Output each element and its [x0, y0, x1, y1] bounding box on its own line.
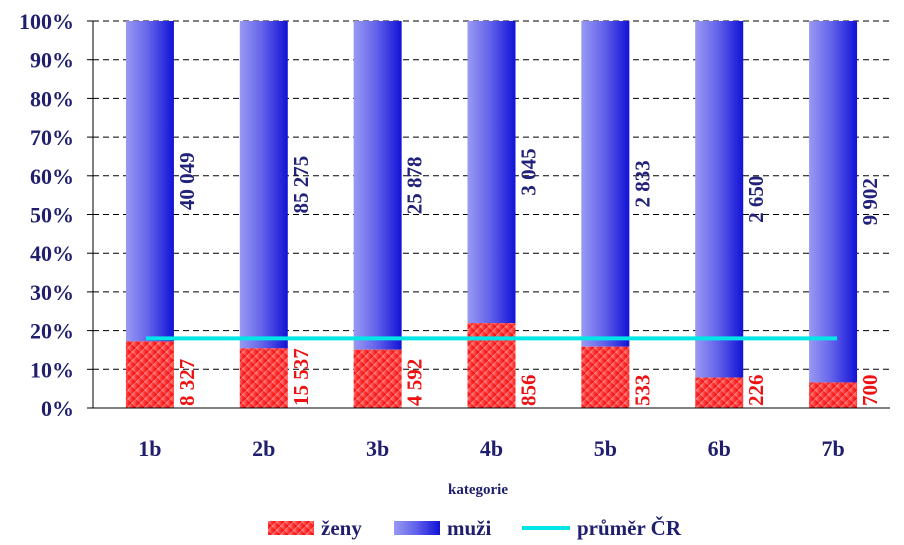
data-label-muzi: 2 833: [630, 160, 654, 207]
legend-item-muzi: muži: [394, 516, 491, 540]
data-label-zeny: 533: [630, 375, 654, 407]
bar-zeny: [809, 382, 858, 408]
x-tick-label: 5b: [594, 436, 617, 461]
bar-muzi: [809, 21, 858, 383]
data-label-muzi: 3 045: [517, 148, 541, 195]
y-tick-label: 0%: [41, 396, 74, 421]
legend-label-prumer: průměr ČR: [577, 516, 682, 540]
legend-item-prumer: průměr ČR: [522, 516, 682, 540]
gridlines: [93, 20, 890, 370]
bar-muzi: [353, 21, 402, 350]
legend-swatch-muzi: [394, 521, 440, 535]
bar-zeny: [353, 349, 402, 408]
y-tick-label: 30%: [30, 280, 74, 305]
x-axis-title: kategorie: [448, 482, 508, 498]
x-tick-label: 4b: [480, 436, 503, 461]
legend-label-muzi: muži: [447, 516, 491, 540]
legend: ženy muži průměr ČR: [268, 516, 682, 540]
y-tick-label: 80%: [30, 86, 74, 111]
legend-label-zeny: ženy: [321, 516, 362, 540]
bar-muzi: [695, 21, 744, 378]
x-tick-label: 6b: [708, 436, 731, 461]
bar-zeny: [239, 348, 288, 408]
bar-zeny: [467, 323, 516, 408]
data-label-zeny: 4 592: [403, 359, 427, 406]
data-labels: 40 049 8 327 85 275 15 537 25 878 4 592 3 045 8…: [175, 148, 882, 406]
x-tick-label: 3b: [366, 436, 389, 461]
x-tick-label: 7b: [821, 436, 844, 461]
y-axis: 0% 10% 20% 30% 40% 50% 60% 70% 80% 90% 100%: [19, 9, 94, 421]
bar-muzi: [125, 21, 174, 342]
legend-swatch-prumer: [522, 526, 570, 530]
data-label-zeny: 15 537: [289, 348, 313, 406]
y-tick-label: 40%: [30, 241, 74, 266]
data-label-zeny: 8 327: [175, 359, 199, 406]
data-label-zeny: 856: [517, 375, 541, 407]
data-label-muzi: 85 275: [289, 156, 313, 214]
y-tick-label: 10%: [30, 357, 74, 382]
x-tick-label: 2b: [252, 436, 275, 461]
bar-muzi: [581, 21, 630, 347]
data-label-muzi: 2 650: [744, 176, 768, 223]
y-tick-label: 100%: [19, 9, 74, 34]
y-tick-label: 20%: [30, 319, 74, 344]
bar-muzi: [239, 21, 288, 349]
bar-zeny: [125, 341, 174, 408]
y-tick-label: 50%: [30, 203, 74, 228]
bar-zeny: [695, 377, 744, 408]
bar-zeny: [581, 346, 630, 408]
x-tick-label: 1b: [138, 436, 161, 461]
legend-item-zeny: ženy: [268, 516, 362, 540]
bar-muzi: [467, 21, 516, 324]
y-tick-label: 90%: [30, 48, 74, 73]
legend-swatch-zeny: [268, 521, 314, 535]
data-label-zeny: 226: [744, 375, 768, 407]
data-label-zeny: 700: [858, 375, 882, 407]
data-label-muzi: 9 902: [858, 178, 882, 225]
bars: [125, 21, 858, 408]
y-tick-label: 60%: [30, 164, 74, 189]
x-axis: 1b 2b 3b 4b 5b 6b 7b: [93, 407, 890, 461]
y-tick-label: 70%: [30, 125, 74, 150]
data-label-muzi: 40 049: [175, 152, 199, 210]
data-label-muzi: 25 878: [403, 156, 427, 214]
